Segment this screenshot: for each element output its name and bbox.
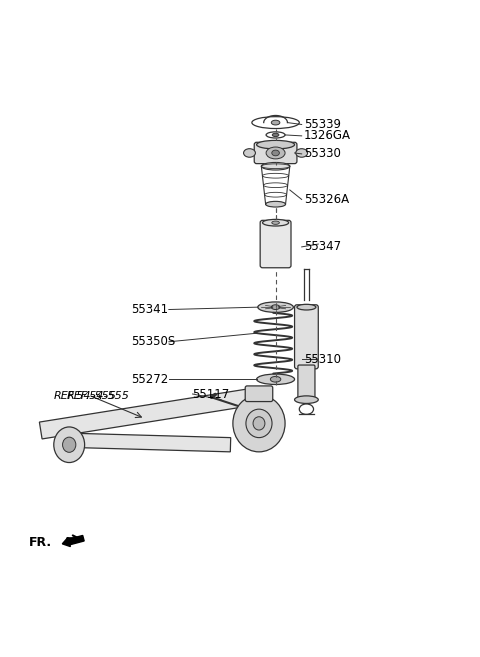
Ellipse shape (246, 409, 272, 438)
Text: 55310: 55310 (304, 353, 341, 366)
Ellipse shape (62, 437, 76, 452)
Text: 55350S: 55350S (131, 335, 175, 348)
Text: 55347: 55347 (304, 240, 341, 254)
Ellipse shape (258, 302, 293, 312)
FancyBboxPatch shape (245, 386, 273, 401)
Ellipse shape (270, 376, 281, 382)
Text: FR.: FR. (29, 535, 52, 549)
Text: 55330: 55330 (304, 147, 341, 160)
Ellipse shape (54, 427, 84, 463)
FancyBboxPatch shape (260, 220, 291, 268)
Text: 55272: 55272 (131, 373, 168, 386)
Ellipse shape (272, 221, 279, 224)
Ellipse shape (261, 162, 290, 170)
Ellipse shape (265, 201, 286, 207)
Ellipse shape (296, 148, 308, 157)
FancyArrow shape (62, 535, 84, 547)
Text: REF.54-555: REF.54-555 (54, 391, 117, 401)
FancyBboxPatch shape (295, 305, 318, 369)
FancyBboxPatch shape (298, 365, 315, 401)
Ellipse shape (257, 374, 295, 384)
Ellipse shape (257, 141, 295, 149)
Text: REF.54-555: REF.54-555 (0, 656, 1, 657)
Text: REF.54-555: REF.54-555 (67, 391, 130, 401)
Ellipse shape (271, 305, 280, 309)
Text: 55117: 55117 (192, 388, 230, 401)
FancyBboxPatch shape (254, 143, 297, 164)
Ellipse shape (295, 396, 318, 403)
Ellipse shape (263, 219, 288, 226)
Ellipse shape (233, 395, 285, 452)
Ellipse shape (272, 150, 279, 156)
Ellipse shape (266, 147, 285, 159)
Ellipse shape (272, 133, 279, 137)
Ellipse shape (297, 304, 316, 310)
Text: 55326A: 55326A (304, 193, 349, 206)
Text: 55341: 55341 (131, 303, 168, 316)
Polygon shape (39, 389, 251, 439)
Ellipse shape (243, 148, 255, 157)
Text: 1326GA: 1326GA (304, 129, 351, 143)
Ellipse shape (253, 417, 265, 430)
Polygon shape (60, 433, 231, 452)
Text: 55339: 55339 (304, 118, 341, 131)
Ellipse shape (271, 120, 280, 125)
